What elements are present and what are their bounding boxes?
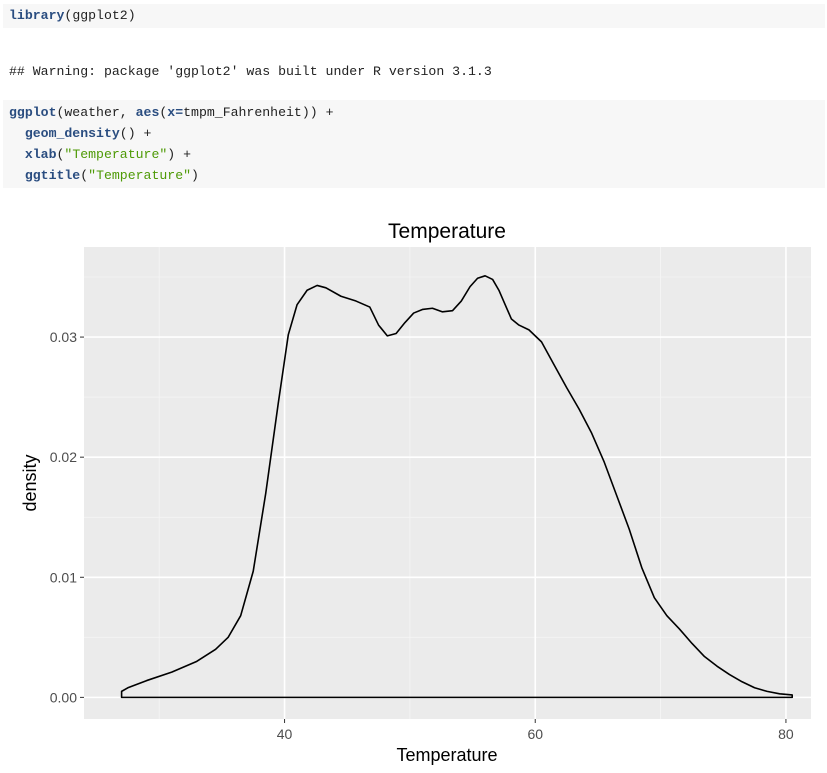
code-text: ( [80, 168, 89, 183]
y-tick-label: 0.02 [50, 449, 77, 465]
code-chunk-ggplot: ggplot(weather, aes(x=tmpm_Fahrenheit)) … [3, 100, 825, 188]
code-keyword: xlab [24, 147, 57, 162]
code-keyword: library [9, 8, 65, 23]
code-text: ) [191, 168, 199, 183]
code-line: library(ggplot2) [9, 5, 819, 26]
x-tick-label: 60 [527, 726, 543, 742]
y-axis-label: density [20, 454, 40, 511]
code-line: ggtitle("Temperature") [9, 165, 819, 186]
code-text: tmpm_Fahrenheit)) + [183, 105, 334, 120]
density-curve [120, 275, 793, 699]
y-tick-label: 0.03 [50, 329, 77, 345]
warning-output: ## Warning: package 'ggplot2' was built … [9, 64, 492, 79]
code-keyword: geom_density [24, 126, 120, 141]
code-text: ) + [167, 147, 192, 162]
code-text: ( [56, 147, 65, 162]
code-line: geom_density() + [9, 123, 819, 144]
y-tick-label: 0.01 [50, 569, 77, 585]
x-tick-label: 40 [277, 726, 293, 742]
code-keyword: aes [135, 105, 160, 120]
code-string: "Temperature" [64, 147, 168, 162]
code-text: (weather, [56, 105, 136, 120]
x-tick-label: 80 [778, 726, 794, 742]
density-plot: Temperature 0.00 0.01 0.02 0.03 40 60 80 Temp… [20, 220, 811, 765]
code-line: xlab("Temperature") + [9, 144, 819, 165]
code-string: "Temperature" [88, 168, 192, 183]
y-axis: 0.00 0.01 0.02 0.03 [50, 329, 84, 705]
code-text: ( [159, 105, 168, 120]
code-line: ggplot(weather, aes(x=tmpm_Fahrenheit)) … [9, 102, 819, 123]
code-text: (ggplot2) [64, 8, 136, 23]
x-axis-label: Temperature [396, 745, 497, 765]
plot-panel [84, 247, 811, 719]
y-tick-label: 0.00 [50, 689, 77, 705]
chart-title: Temperature [388, 220, 506, 243]
code-chunk-library: library(ggplot2) [3, 4, 825, 28]
code-keyword: x= [167, 105, 184, 120]
code-keyword: ggtitle [24, 168, 81, 183]
code-keyword: ggplot [9, 105, 57, 120]
code-text: () + [119, 126, 152, 141]
x-axis: 40 60 80 [277, 719, 794, 742]
